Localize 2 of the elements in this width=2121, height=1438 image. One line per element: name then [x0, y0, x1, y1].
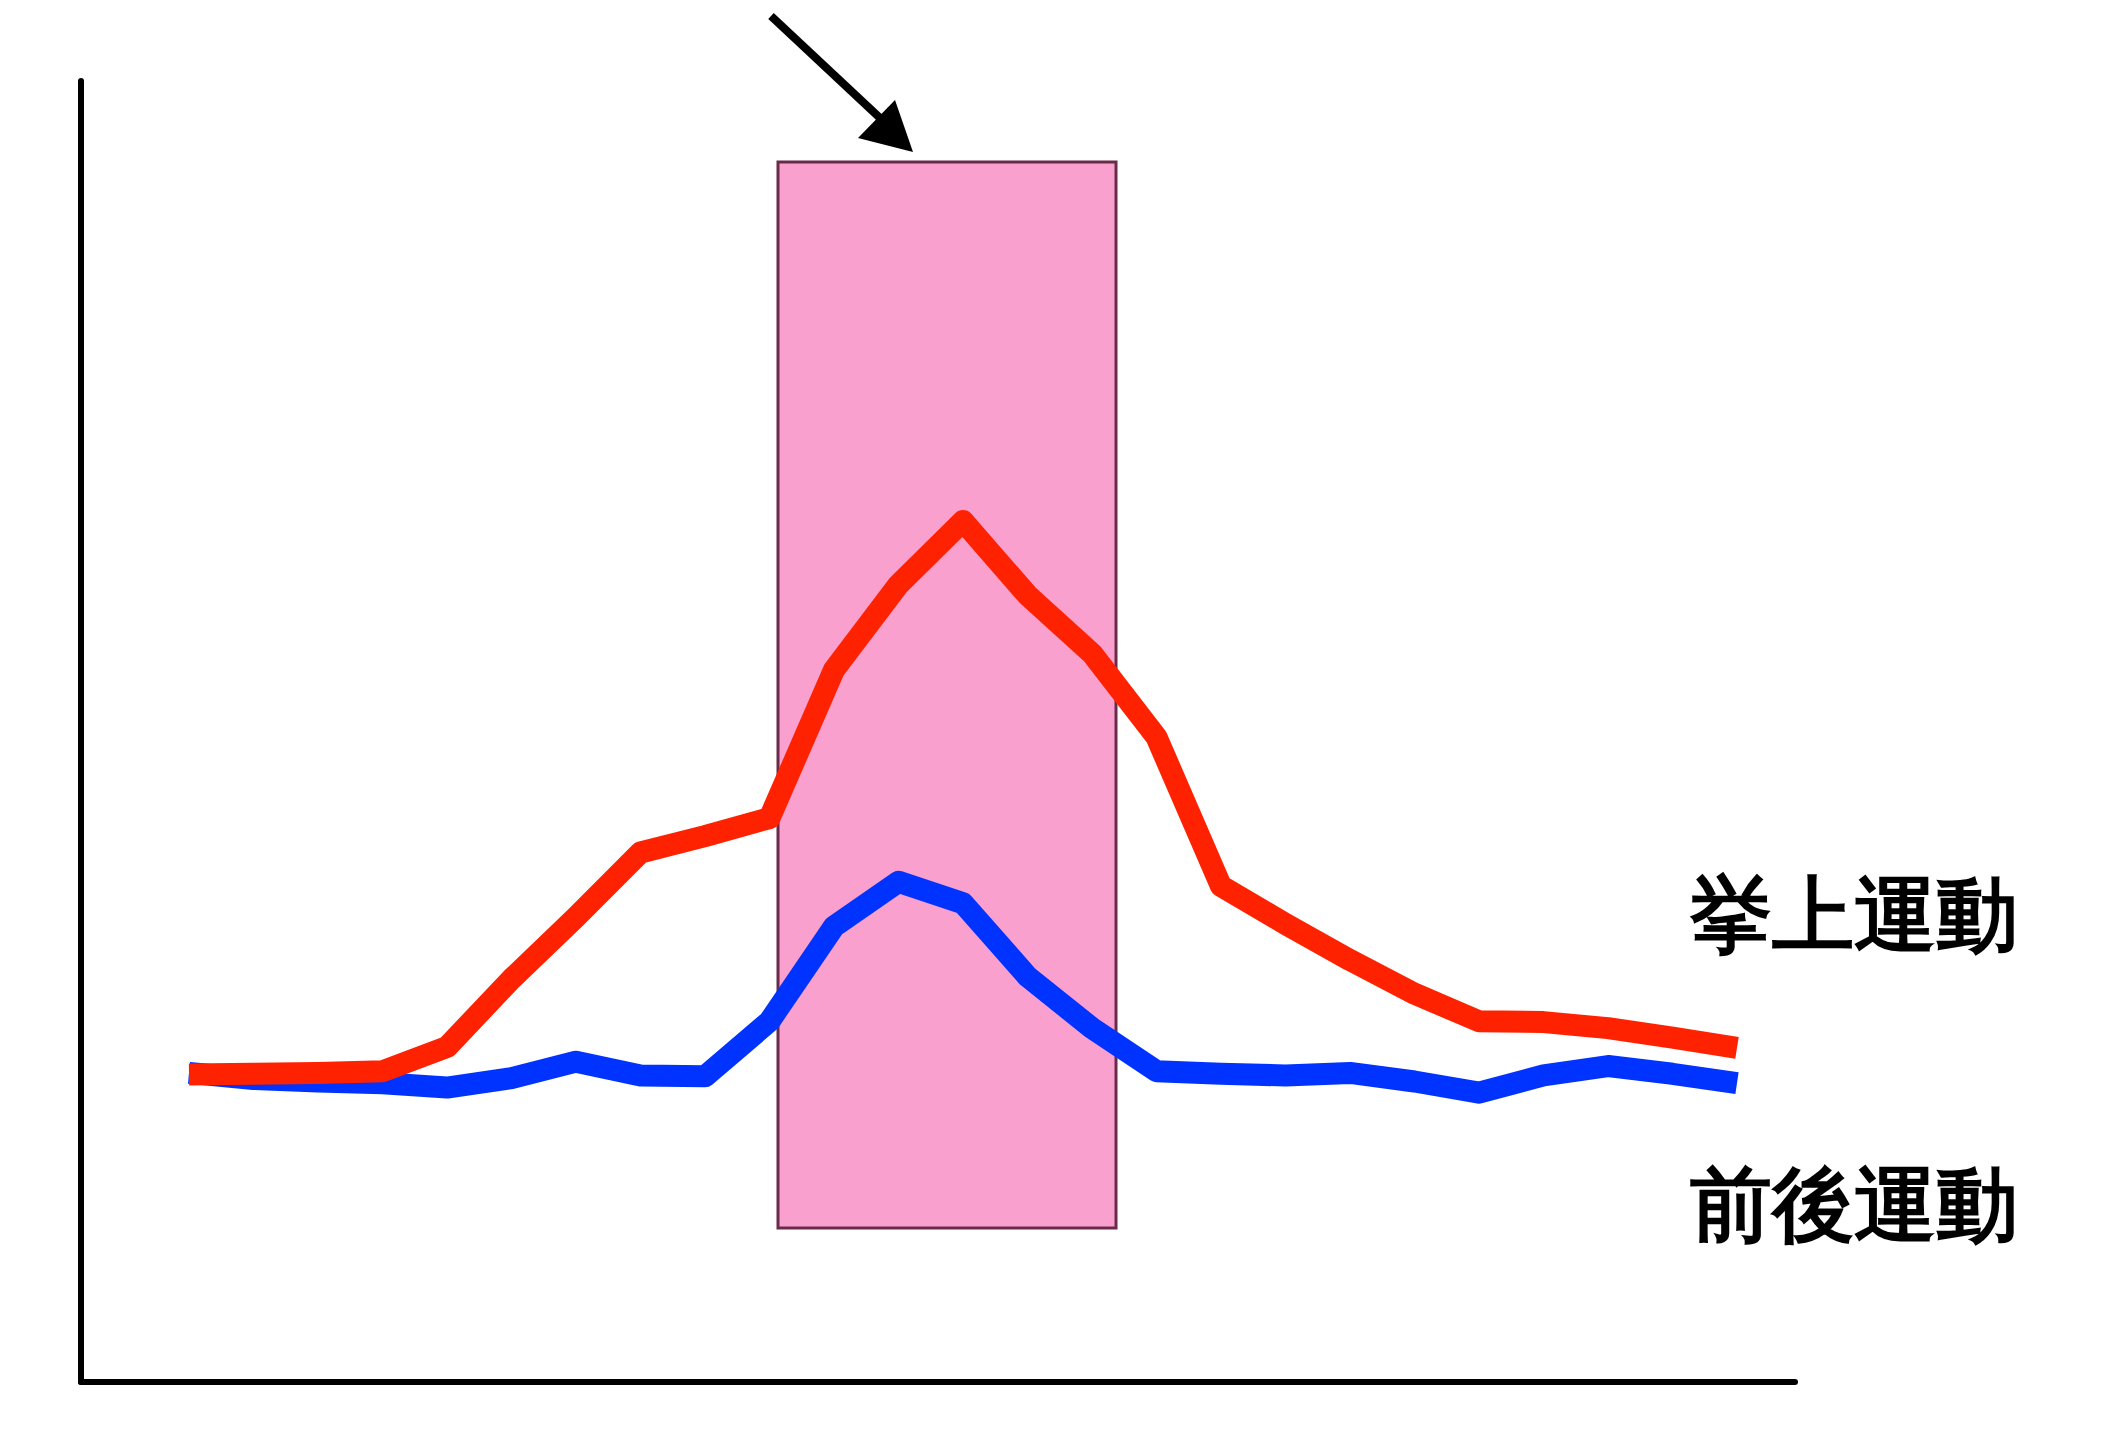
series-label: 挙上運動 — [1689, 866, 2018, 962]
series-label: 前後運動 — [1690, 1157, 2018, 1253]
